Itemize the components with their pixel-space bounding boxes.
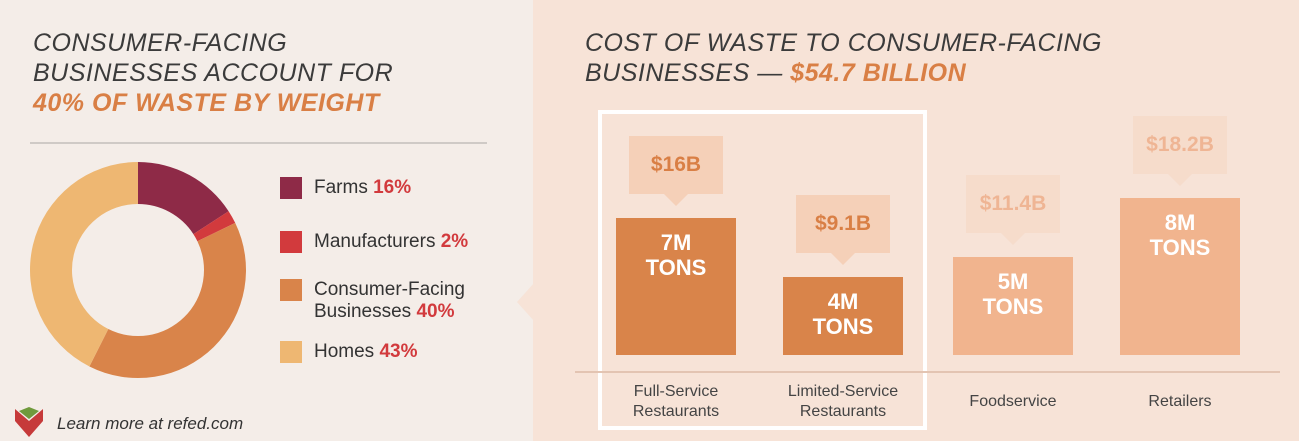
x-tick-label: Retailers [1148,393,1212,410]
legend-label: Manufacturers [314,231,436,252]
title-text: COST OF WASTE TO CONSUMER-FACING BUSINES… [585,29,1102,87]
bar: 8M TONS [1120,198,1240,355]
cost-callout: $16B [629,135,723,206]
panel-notch [517,282,535,322]
legend-value: 40% [416,301,455,322]
highlight-frame [598,110,927,430]
title-text: CONSUMER-FACING BUSINESSES ACCOUNT FOR [33,29,394,87]
legend-swatch [280,341,302,363]
footer-link[interactable]: Learn more at refed.com [57,414,244,433]
legend-label: Homes [314,341,375,362]
legend-item: Farms 16% [280,177,514,199]
legend-item: Consumer-Facing Businesses 40% [280,279,514,323]
bar: 4M TONS [783,276,903,355]
x-tick-label: Limited-Service Restaurants [787,383,899,420]
legend-swatch [280,231,302,253]
title-highlight: $54.7 BILLION [790,59,967,87]
bar-label: 5M TONS [982,268,1044,319]
legend-item: Homes 43% [280,341,514,363]
donut-slice [193,211,236,242]
bar: 7M TONS [616,217,736,355]
donut-slice [89,222,246,378]
x-tick-label: Foodservice [969,393,1057,410]
cost-callout: $18.2B [1133,116,1227,186]
legend-swatch [280,279,302,301]
donut-slice [29,162,138,367]
bar-label: 7M TONS [645,229,707,280]
legend-value: 2% [440,231,469,252]
legend-text: Homes 43% [314,341,514,363]
right-title: COST OF WASTE TO CONSUMER-FACING BUSINES… [585,28,1105,88]
donut-slice [138,162,229,235]
legend-value: 43% [379,341,418,362]
legend-item: Manufacturers 2% [280,231,514,253]
legend-value: 16% [373,177,412,198]
cost-callout: $9.1B [796,194,890,265]
bar: 5M TONS [953,256,1073,355]
legend-text: Manufacturers 2% [314,231,514,253]
legend-text: Consumer-Facing Businesses 40% [314,279,514,323]
legend-text: Farms 16% [314,177,514,199]
legend-label: Consumer-Facing Businesses [314,279,465,322]
logo [15,407,43,437]
cost-callout: $11.4B [966,174,1060,245]
bar-label: 4M TONS [812,288,874,339]
x-tick-label: Full-Service Restaurants [632,383,720,420]
legend-swatch [280,177,302,199]
title-highlight: 40% OF WASTE BY WEIGHT [33,89,380,117]
divider [30,142,487,144]
bar-label: 8M TONS [1149,210,1211,260]
baseline [575,371,1280,373]
left-title: CONSUMER-FACING BUSINESSES ACCOUNT FOR 40… [33,28,453,118]
donut-chart [29,162,246,378]
legend-label: Farms [314,177,368,198]
